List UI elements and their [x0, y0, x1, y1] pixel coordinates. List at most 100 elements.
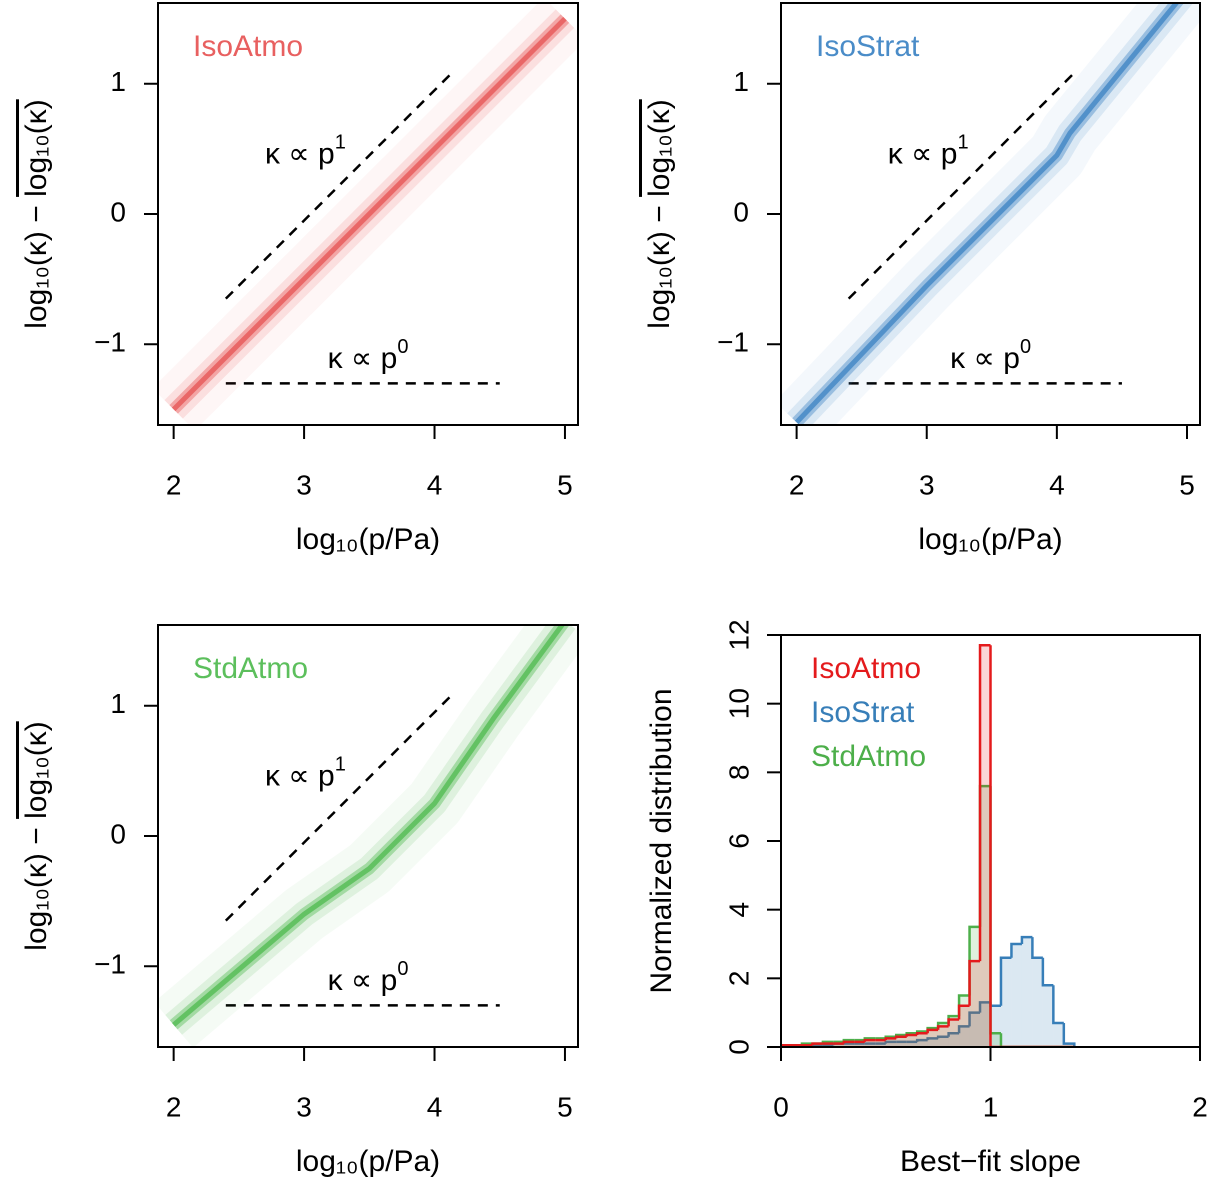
hist-bar	[959, 1026, 970, 1047]
hist-bar	[875, 1038, 886, 1047]
y-tick-label: 0	[733, 196, 749, 227]
y-label-main: log₁₀(κ) −	[20, 819, 53, 951]
hist-bar	[843, 1043, 855, 1047]
annotation-exponent: 1	[957, 132, 968, 154]
hist-bar	[980, 786, 991, 1047]
panel: 2 3 4 5 −1 0 1 log₁₀(p/Pa) log₁₀(κ) − log₁₀(κ) κ …	[20, 624, 579, 1178]
ensemble-line	[172, 625, 566, 1027]
x-tick-label: 0	[773, 1091, 789, 1122]
annotation-text: κ ∝ p	[265, 759, 335, 792]
hist-bar	[927, 1029, 939, 1047]
hist-bar	[980, 645, 991, 1047]
hist-bar	[948, 1016, 960, 1047]
hist-step	[842, 1040, 855, 1044]
hist-bar	[906, 1033, 918, 1047]
x-axis-label: Best−fit slope	[900, 1145, 1081, 1178]
annotation-text: κ ∝ p	[265, 137, 335, 170]
hist-bar	[917, 1033, 928, 1047]
hist-step	[926, 1037, 939, 1041]
x-tick-label: 2	[166, 469, 182, 500]
hist-bar	[969, 961, 981, 1047]
hist-step	[947, 1018, 960, 1027]
annotation: κ ∝ p1	[888, 132, 969, 171]
y-tick-label: 0	[110, 818, 126, 849]
hist-bar	[959, 1005, 970, 1047]
hist-step	[1052, 985, 1064, 1025]
hist-bar	[906, 1041, 918, 1047]
plot-area	[781, 644, 1076, 1047]
hist-bar	[980, 1002, 991, 1047]
annotation-text: κ ∝ p	[328, 964, 398, 997]
annotation-text: κ ∝ p	[888, 137, 958, 170]
hist-bar	[1053, 1022, 1064, 1047]
hist-step	[957, 1025, 970, 1034]
y-axis-label: Normalized distribution	[645, 688, 678, 993]
y-tick-label: −1	[717, 327, 749, 358]
hist-step	[999, 1033, 1012, 1047]
plot-area	[158, 3, 578, 425]
hist-bar	[1063, 1043, 1075, 1047]
x-tick-label: 3	[296, 1091, 312, 1122]
series-label: StdAtmo	[193, 652, 308, 685]
hist-bar	[1021, 937, 1033, 1047]
y-label-overlined: log₁₀(κ)	[20, 99, 53, 197]
annotation: κ ∝ p1	[265, 132, 346, 171]
y-label-main: log₁₀(κ) −	[20, 197, 53, 329]
x-axis-label: log₁₀(p/Pa)	[296, 523, 440, 556]
hist-bar	[969, 926, 981, 1047]
hist-step	[989, 1002, 1001, 1008]
hist-step	[1010, 942, 1022, 958]
hist-step	[999, 956, 1012, 1006]
hist-bar	[959, 995, 970, 1047]
x-axis-label: log₁₀(p/Pa)	[296, 1145, 440, 1178]
hist-bar	[1000, 957, 1012, 1047]
hist-bar	[927, 1038, 939, 1047]
hist-bar	[938, 1036, 949, 1047]
hist-step	[884, 1040, 897, 1044]
y-tick-label: 1	[110, 66, 126, 97]
hist-bar	[812, 1043, 823, 1047]
annotation-exponent: 0	[397, 336, 408, 358]
y-tick-label: 0	[110, 196, 126, 227]
annotation-exponent: 0	[397, 958, 408, 980]
hist-step	[957, 1004, 970, 1020]
x-tick-label: 5	[557, 469, 573, 500]
series-label: IsoAtmo	[193, 30, 303, 63]
legend-label: IsoStrat	[811, 696, 915, 729]
hist-step	[926, 1028, 939, 1034]
hist-bar	[990, 1033, 1001, 1047]
hist-bar	[864, 1040, 876, 1047]
hist-bar	[854, 1040, 865, 1047]
hist-bar	[948, 1019, 960, 1047]
x-tick-label: 3	[296, 469, 312, 500]
y-tick-label: −1	[94, 949, 126, 980]
hist-bar	[1011, 944, 1022, 1047]
y-tick-label: 2	[723, 971, 754, 987]
hist-bar	[833, 1043, 844, 1047]
x-tick-label: 5	[557, 1091, 573, 1122]
panel: 2 3 4 5 −1 0 1 log₁₀(p/Pa) log₁₀(κ) − log₁₀(κ) κ …	[643, 2, 1201, 556]
annotation-exponent: 1	[335, 754, 346, 776]
x-tick-label: 4	[427, 1091, 443, 1122]
hist-bar	[917, 1031, 928, 1047]
y-tick-label: 0	[723, 1039, 754, 1055]
x-tick-label: 1	[983, 1091, 999, 1122]
plot-area	[781, 3, 1200, 425]
hist-step	[1041, 957, 1054, 987]
hist-bar	[854, 1043, 865, 1047]
hist-step	[936, 1035, 949, 1039]
hist-step	[978, 1001, 991, 1013]
hist-step	[1031, 937, 1043, 959]
annotation: κ ∝ p0	[328, 958, 409, 997]
hist-step	[968, 1011, 981, 1027]
plot-frame	[780, 634, 1201, 1048]
y-tick-label: 12	[723, 619, 754, 650]
series-label: IsoStrat	[816, 30, 920, 63]
hist-bar	[969, 1012, 981, 1047]
hist-step	[894, 1035, 907, 1039]
annotation: κ ∝ p1	[265, 754, 346, 793]
hist-bar	[875, 1043, 886, 1047]
y-tick-label: −1	[94, 327, 126, 358]
hist-bar	[885, 1036, 897, 1047]
